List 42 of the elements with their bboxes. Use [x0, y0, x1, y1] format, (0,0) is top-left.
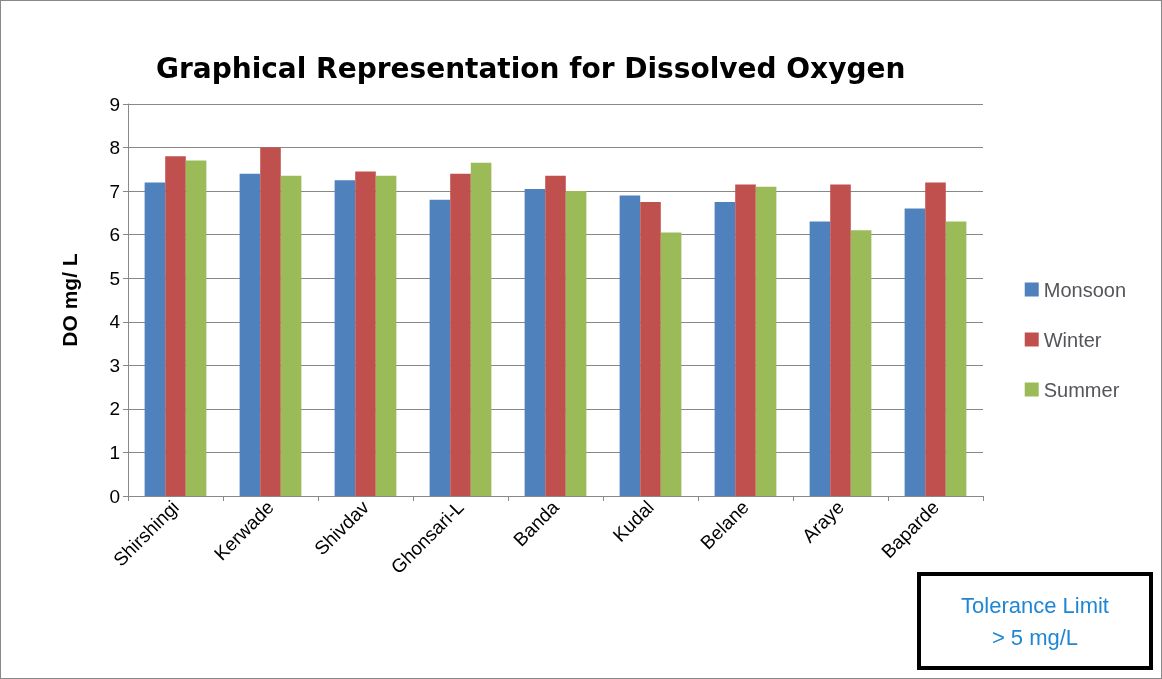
- y-tick-label: 6: [109, 224, 120, 246]
- y-tick-label: 4: [109, 311, 121, 333]
- bar: [165, 156, 186, 496]
- legend-label: Monsoon: [1043, 278, 1127, 301]
- bar: [904, 208, 926, 496]
- y-tick-label: 2: [109, 398, 120, 420]
- bar: [809, 221, 831, 496]
- bar: [260, 147, 281, 496]
- bar: [619, 195, 641, 496]
- bar: [945, 221, 967, 496]
- legend-label: Winter: [1043, 328, 1102, 351]
- y-tick-label: 3: [109, 354, 120, 376]
- y-tick-label: 9: [109, 93, 120, 115]
- text: Tolerance Limit > 5 mg/L: [961, 592, 1109, 650]
- bar: [280, 175, 302, 496]
- y-axis-title: DO mg/ L: [58, 253, 81, 347]
- y-tick-label: 8: [109, 137, 120, 159]
- bar: [239, 173, 261, 496]
- bar: [355, 171, 376, 496]
- bar: [545, 175, 566, 496]
- y-tick-label: 7: [109, 180, 120, 202]
- bar: [470, 162, 492, 496]
- bar: [925, 182, 946, 496]
- bar: [850, 230, 872, 496]
- bar: [144, 182, 166, 496]
- bar: [755, 186, 777, 496]
- bar: [429, 199, 451, 496]
- bar: [714, 202, 736, 496]
- y-tick-label: 1: [109, 441, 120, 463]
- y-tick-label: 5: [109, 267, 120, 289]
- bar: [334, 180, 356, 496]
- bar: [735, 184, 756, 496]
- bar: [830, 184, 851, 496]
- bar: [185, 160, 207, 496]
- bar: [660, 232, 682, 496]
- bar: [375, 175, 397, 496]
- bar: [565, 191, 587, 496]
- bar: [640, 202, 661, 496]
- bar: [524, 188, 546, 496]
- chart-title: Graphical Representation for Dissolved Oxygen: [156, 51, 906, 85]
- legend-label: Summer: [1043, 378, 1120, 401]
- bar: [450, 173, 471, 496]
